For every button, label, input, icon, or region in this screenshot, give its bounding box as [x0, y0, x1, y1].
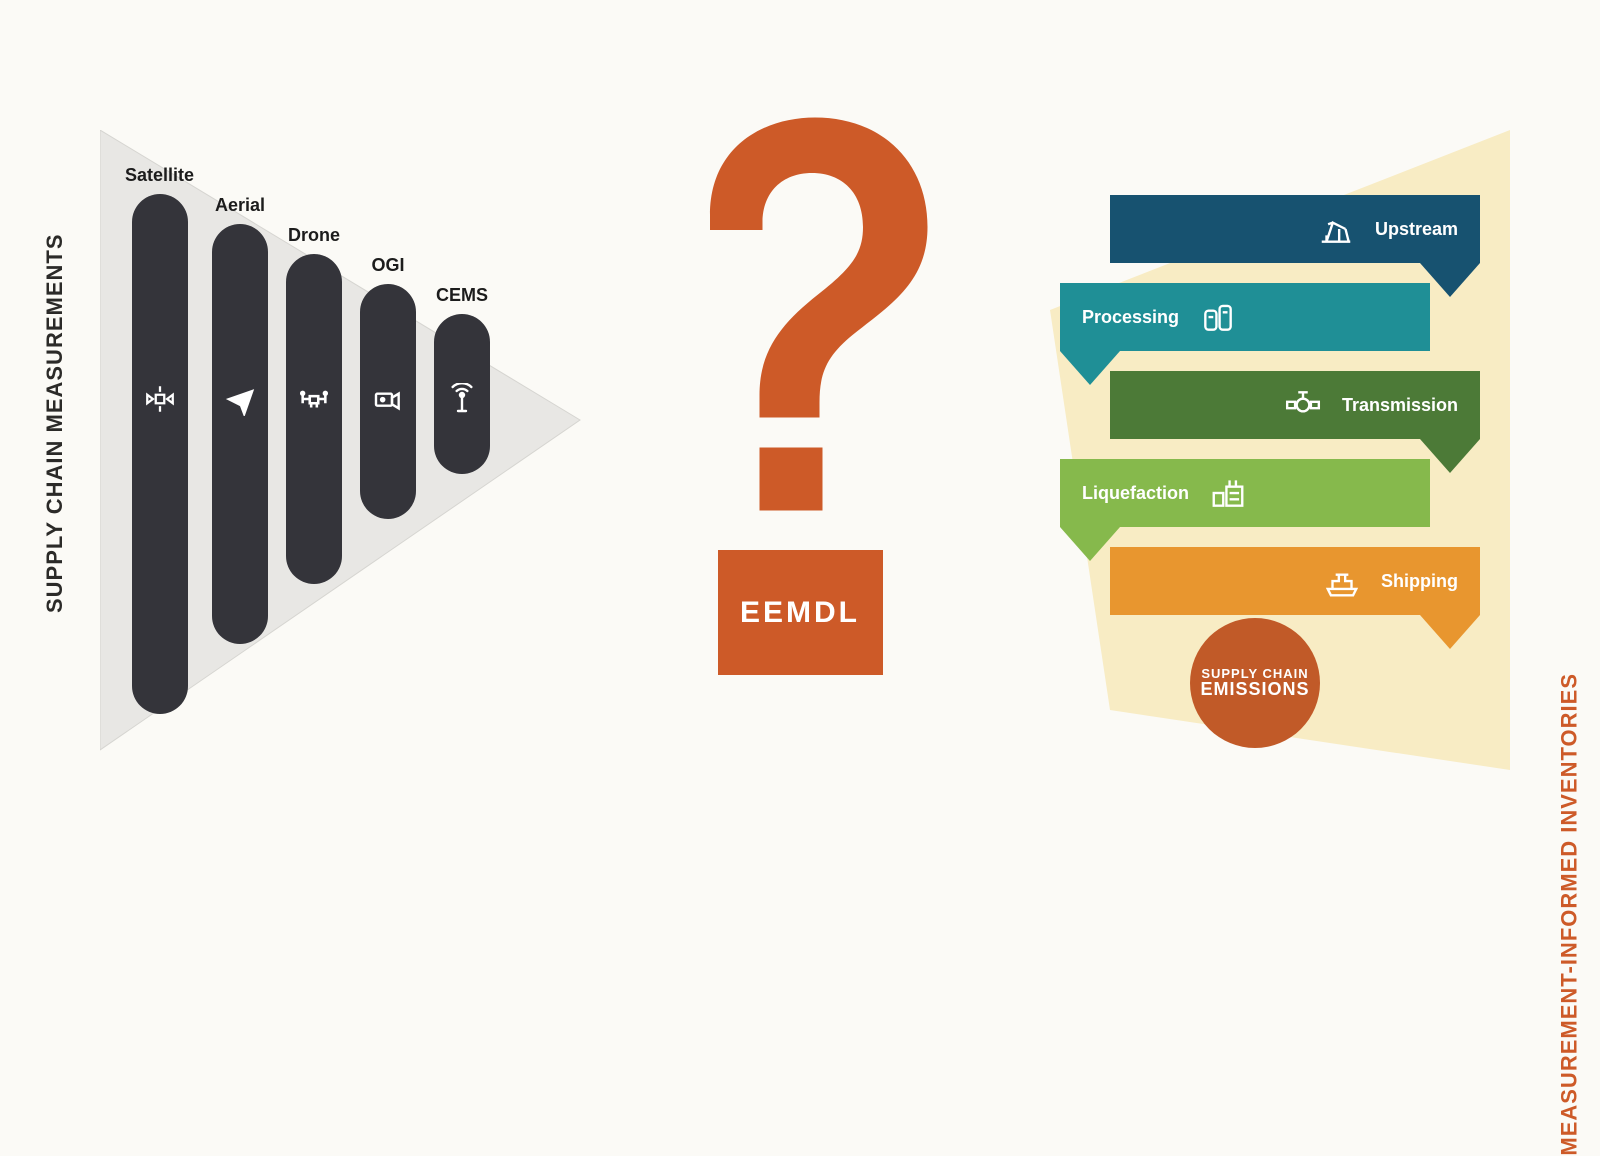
flow-label: Processing	[1082, 307, 1179, 328]
measurement-bars: Satellite Aerial Drone OGI CEMS	[125, 165, 490, 714]
flow-label: Shipping	[1381, 571, 1458, 592]
emissions-circle: SUPPLY CHAIN EMISSIONS	[1190, 618, 1320, 748]
flow-row-transmission: Transmission	[1060, 371, 1480, 453]
flow-label: Transmission	[1342, 395, 1458, 416]
bar-drone: Drone	[286, 225, 342, 584]
flow-row-upstream: Upstream	[1060, 195, 1480, 277]
ship-icon	[1321, 560, 1363, 602]
flow-row-shipping: Shipping	[1060, 547, 1480, 629]
infographic-canvas: SUPPLY CHAIN MEASUREMENTS Satellite Aeria…	[0, 0, 1600, 900]
flow-body: Upstream	[1110, 195, 1480, 263]
flow-body: Shipping	[1110, 547, 1480, 615]
flow-label: Upstream	[1375, 219, 1458, 240]
bar-satellite: Satellite	[125, 165, 194, 714]
antenna-icon	[442, 379, 482, 419]
bar-pill	[434, 314, 490, 474]
left-section-label: SUPPLY CHAIN MEASUREMENTS	[42, 233, 68, 613]
pumpjack-icon	[1315, 208, 1357, 250]
bar-label: CEMS	[436, 285, 488, 306]
camera-icon	[368, 379, 408, 419]
flow-body: Processing	[1060, 283, 1430, 351]
bar-ogi: OGI	[360, 255, 416, 519]
tanks-icon	[1197, 296, 1239, 338]
plane-icon	[220, 379, 260, 419]
valve-icon	[1282, 384, 1324, 426]
emissions-line1: SUPPLY CHAIN	[1201, 667, 1308, 681]
bar-cems: CEMS	[434, 285, 490, 474]
bar-label: Aerial	[215, 195, 265, 216]
bar-label: Drone	[288, 225, 340, 246]
flow-body: Liquefaction	[1060, 459, 1430, 527]
bar-label: OGI	[372, 255, 405, 276]
flow-arrow-icon	[1420, 615, 1480, 649]
bar-aerial: Aerial	[212, 195, 268, 644]
supply-chain-flow: Upstream Processing Transmission Liquefacti…	[1060, 195, 1480, 635]
bar-pill	[286, 254, 342, 584]
question-mark-icon	[650, 110, 950, 530]
flow-row-liquefaction: Liquefaction	[1060, 459, 1480, 541]
satellite-icon	[140, 379, 180, 419]
bar-pill	[132, 194, 188, 714]
flow-label: Liquefaction	[1082, 483, 1189, 504]
bar-pill	[212, 224, 268, 644]
right-section-label: MEASUREMENT-INFORMED INVENTORIES	[1557, 673, 1583, 1156]
emissions-line2: EMISSIONS	[1200, 680, 1309, 699]
eemdl-box: EEMDL	[718, 550, 883, 675]
flow-row-processing: Processing	[1060, 283, 1480, 365]
eemdl-label: EEMDL	[740, 596, 860, 630]
flow-body: Transmission	[1110, 371, 1480, 439]
bar-pill	[360, 284, 416, 519]
drone-icon	[294, 379, 334, 419]
bar-label: Satellite	[125, 165, 194, 186]
plant-icon	[1207, 472, 1249, 514]
center-group: EEMDL	[600, 110, 1000, 675]
